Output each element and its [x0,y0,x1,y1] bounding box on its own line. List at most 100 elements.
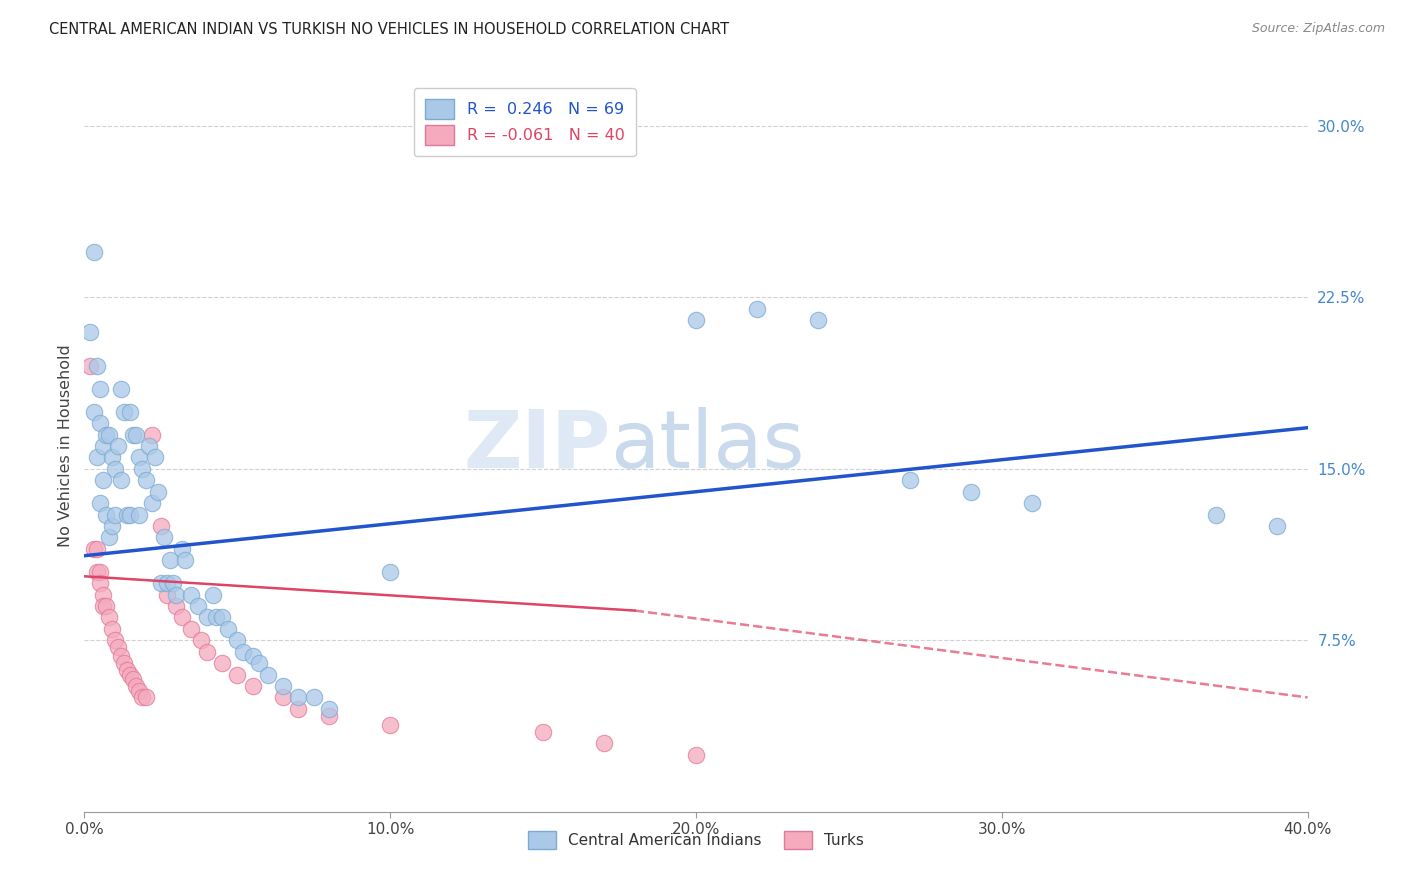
Text: ZIP: ZIP [463,407,610,485]
Point [125,679,148,693]
Point [226,633,249,648]
Point [201,588,224,602]
Legend: Central American Indians, Turks: Central American Indians, Turks [522,824,870,855]
Point [107,439,129,453]
Point [156,576,179,591]
Point [162,576,184,591]
Point [128,450,150,465]
Point [159,553,181,567]
Point [120,405,142,419]
Point [86,450,108,465]
Text: atlas: atlas [610,407,804,485]
Point [91,599,114,613]
Point [165,588,187,602]
Point [156,588,179,602]
Point [593,736,616,750]
Point [110,473,132,487]
Point [91,439,114,453]
Point [242,649,264,664]
Point [149,519,172,533]
Point [165,599,187,613]
Point [180,588,202,602]
Point [172,610,194,624]
Point [242,679,264,693]
Point [380,718,402,732]
Y-axis label: No Vehicles in Household: No Vehicles in Household [58,344,73,548]
Point [101,622,124,636]
Point [89,496,111,510]
Point [960,484,983,499]
Point [257,667,280,681]
Point [104,508,127,522]
Point [190,633,212,648]
Point [195,610,218,624]
Point [89,416,111,430]
Point [86,541,108,556]
Point [217,622,239,636]
Point [101,450,124,465]
Point [110,649,132,664]
Point [153,530,176,544]
Point [94,599,117,613]
Point [79,359,101,373]
Point [271,690,294,705]
Point [97,427,120,442]
Point [115,508,138,522]
Point [97,610,120,624]
Point [83,405,105,419]
Point [318,708,340,723]
Point [91,588,114,602]
Point [89,382,111,396]
Point [107,640,129,655]
Point [172,541,194,556]
Point [1265,519,1288,533]
Point [91,473,114,487]
Point [146,484,169,499]
Point [104,633,127,648]
Point [531,130,554,145]
Point [128,508,150,522]
Point [86,359,108,373]
Point [97,530,120,544]
Text: Source: ZipAtlas.com: Source: ZipAtlas.com [1251,22,1385,36]
Point [138,439,160,453]
Point [747,301,769,316]
Point [149,576,172,591]
Point [135,473,157,487]
Point [135,690,157,705]
Point [807,313,830,327]
Point [122,427,145,442]
Point [195,645,218,659]
Point [112,405,135,419]
Point [302,690,325,705]
Point [685,313,707,327]
Point [110,382,132,396]
Point [1021,496,1043,510]
Point [141,496,163,510]
Point [318,702,340,716]
Point [89,565,111,579]
Point [115,663,138,677]
Text: CENTRAL AMERICAN INDIAN VS TURKISH NO VEHICLES IN HOUSEHOLD CORRELATION CHART: CENTRAL AMERICAN INDIAN VS TURKISH NO VE… [49,22,730,37]
Point [94,508,117,522]
Point [125,427,148,442]
Point [112,656,135,670]
Point [128,683,150,698]
Point [94,427,117,442]
Point [287,690,309,705]
Point [120,667,142,681]
Point [226,667,249,681]
Point [143,450,166,465]
Point [83,541,105,556]
Point [287,702,309,716]
Point [211,656,233,670]
Point [174,553,197,567]
Point [685,747,707,762]
Point [104,462,127,476]
Point [131,690,153,705]
Point [83,244,105,259]
Point [141,427,163,442]
Point [898,473,921,487]
Point [531,724,554,739]
Point [186,599,208,613]
